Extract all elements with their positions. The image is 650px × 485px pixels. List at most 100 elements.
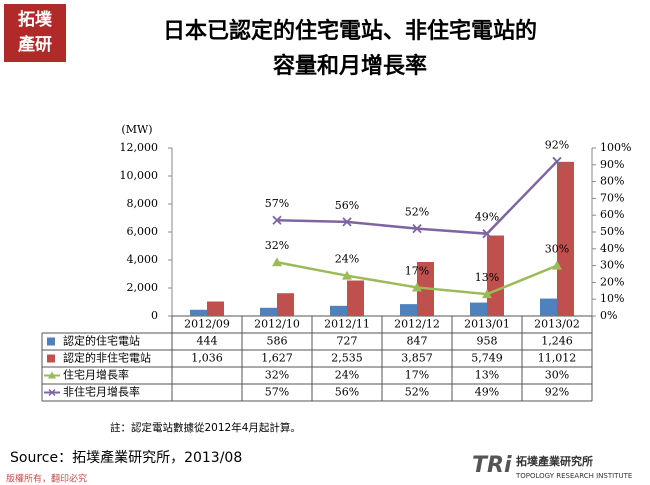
data-label: 32% [265, 239, 289, 252]
y2-tick-label: 80% [600, 175, 624, 188]
footer-band [0, 474, 650, 485]
y-tick-label: 12,000 [120, 141, 159, 154]
data-label: 57% [265, 197, 289, 210]
bar [260, 307, 277, 316]
table-cell: 11,012 [538, 352, 577, 365]
y-axis-unit: (MW) [121, 123, 152, 136]
table-cell: 1,627 [261, 352, 293, 365]
data-label: 13% [475, 271, 499, 284]
bar [470, 302, 487, 316]
legend-label: 非住宅月增長率 [63, 385, 140, 399]
y-tick-label: 10,000 [120, 169, 159, 182]
marker [552, 156, 562, 167]
legend-marker [48, 388, 56, 397]
table-cell: 1,036 [191, 352, 223, 365]
table-cell: 24% [335, 369, 359, 382]
legend-label: 住宅月增長率 [63, 368, 129, 382]
data-label: 17% [405, 264, 429, 277]
bar [347, 280, 364, 316]
data-label: 30% [545, 243, 569, 256]
marker [412, 282, 422, 292]
x-tick-label: 2012/10 [254, 318, 300, 331]
marker [272, 215, 282, 225]
legend-swatch [47, 337, 55, 346]
legend-label: 認定的住宅電站 [63, 334, 140, 348]
bar [540, 298, 557, 316]
table-cell: 32% [265, 369, 289, 382]
data-label: 49% [475, 211, 499, 224]
bar [330, 305, 347, 316]
x-tick-label: 2012/12 [394, 318, 440, 331]
y-tick-label: 2,000 [127, 281, 159, 294]
y2-tick-label: 20% [600, 275, 624, 288]
table-cell: 92% [545, 386, 569, 399]
bar [207, 301, 224, 316]
logo-box [4, 4, 66, 62]
table-cell: 52% [405, 386, 429, 399]
marker [342, 217, 352, 227]
y2-tick-label: 50% [600, 225, 624, 238]
table-cell: 2,535 [331, 352, 363, 365]
table-cell: 13% [475, 369, 499, 382]
table-cell: 727 [337, 335, 358, 348]
brand-mark: TRi [472, 453, 512, 478]
chart-title: 容量和月增長率 [273, 53, 427, 79]
logo-text: 拓墣 [18, 10, 52, 30]
footer: 版權所有，翻印必究 [6, 473, 87, 485]
brand-english: TOPOLOGY RESEARCH INSTITUTE [515, 472, 632, 480]
data-label: 52% [405, 206, 429, 219]
marker [552, 260, 562, 270]
table-cell: 56% [335, 386, 359, 399]
table-cell: 5,749 [471, 352, 503, 365]
data-label: 92% [545, 138, 569, 151]
x-tick-label: 2013/02 [534, 318, 580, 331]
logo-text: 產研 [18, 34, 52, 55]
chart-title: 日本已認定的住宅電站、非住宅電站的 [163, 18, 537, 44]
marker [482, 229, 492, 239]
y2-tick-label: 100% [600, 141, 631, 154]
y-tick-label: 0 [151, 309, 158, 322]
table-cell: 444 [197, 335, 218, 348]
y-tick-label: 6,000 [127, 225, 159, 238]
marker [342, 270, 352, 280]
x-tick-label: 2012/09 [184, 318, 230, 331]
marker [272, 257, 282, 267]
y2-tick-label: 60% [600, 208, 624, 221]
marker [482, 289, 492, 299]
y2-tick-label: 0% [600, 309, 617, 322]
bar [400, 304, 417, 316]
y-tick-label: 8,000 [127, 197, 159, 210]
legend-marker [48, 371, 56, 379]
table-cell: 17% [405, 369, 429, 382]
x-tick-label: 2012/11 [324, 318, 370, 331]
marker [412, 224, 422, 234]
note: 註：認定電站數據從2012年4月起計算。 [110, 421, 301, 434]
y-tick-label: 4,000 [127, 253, 159, 266]
bar [557, 161, 574, 316]
table-cell: 3,857 [401, 352, 433, 365]
legend-label: 認定的非住宅電站 [63, 351, 151, 365]
y2-tick-label: 40% [600, 242, 624, 255]
table-cell: 586 [267, 335, 288, 348]
y2-tick-label: 10% [600, 292, 624, 305]
legend-swatch [47, 354, 55, 363]
x-tick-label: 2013/01 [464, 318, 510, 331]
table-cell: 1,246 [541, 335, 573, 348]
brand-name: 拓墣產業研究所 [516, 454, 593, 468]
y2-tick-label: 30% [600, 259, 624, 272]
y2-tick-label: 90% [600, 158, 624, 171]
bar [487, 235, 504, 316]
source: Source：拓墣產業研究所，2013/08 [10, 449, 242, 466]
table-cell: 57% [265, 386, 289, 399]
data-label: 56% [335, 199, 359, 212]
table-cell: 49% [475, 386, 499, 399]
table-cell: 30% [545, 369, 569, 382]
y2-tick-label: 70% [600, 191, 624, 204]
data-label: 24% [335, 253, 359, 266]
bar [277, 293, 294, 316]
bar [190, 309, 207, 316]
table-cell: 847 [407, 335, 428, 348]
table-cell: 958 [477, 335, 498, 348]
